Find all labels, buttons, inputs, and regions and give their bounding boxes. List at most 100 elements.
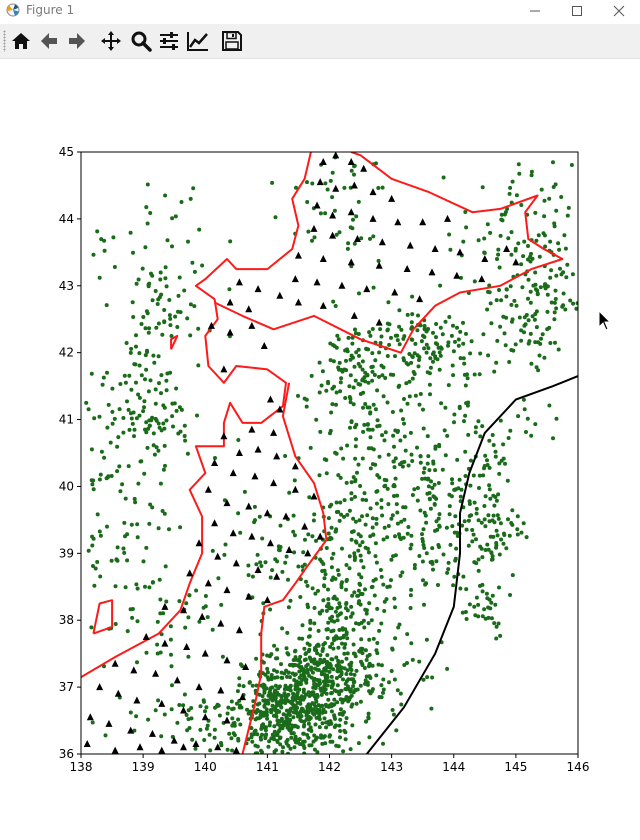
epicenter-point <box>415 445 419 450</box>
edit-axis-button[interactable] <box>186 29 210 53</box>
epicenter-point <box>379 574 384 579</box>
epicenter-point <box>156 354 161 359</box>
epicenter-point <box>226 705 231 710</box>
epicenter-point <box>365 422 370 427</box>
epicenter-point <box>547 325 552 330</box>
epicenter-point <box>336 645 341 650</box>
epicenter-point <box>424 581 429 586</box>
epicenter-point <box>184 601 189 606</box>
figure-canvas[interactable]: 138 139 140 141 142 143 144 145 1463637383940414… <box>0 60 640 840</box>
save-button[interactable] <box>220 29 244 53</box>
window-title: Figure 1 <box>26 3 75 17</box>
x-tick-label: 142 <box>318 760 341 774</box>
epicenter-point <box>370 427 375 432</box>
epicenter-point <box>309 728 314 733</box>
epicenter-point <box>127 427 132 432</box>
zoom-button[interactable] <box>129 29 153 53</box>
epicenter-point <box>202 699 206 704</box>
epicenter-point <box>381 365 386 370</box>
epicenter-point <box>482 504 487 508</box>
epicenter-point <box>375 489 380 494</box>
epicenter-point <box>364 719 368 724</box>
epicenter-point <box>357 599 362 604</box>
toolbar-grip[interactable] <box>3 30 6 52</box>
epicenter-point <box>261 722 266 727</box>
epicenter-point <box>338 367 343 372</box>
epicenter-point <box>292 478 297 483</box>
close-button[interactable] <box>598 0 640 22</box>
epicenter-point <box>554 416 559 421</box>
epicenter-point <box>534 238 539 243</box>
epicenter-point <box>506 517 510 522</box>
station-marker <box>214 552 222 560</box>
epicenter-point <box>331 682 336 686</box>
epicenter-point <box>422 324 427 328</box>
epicenter-point <box>134 416 139 421</box>
station-marker <box>456 248 464 256</box>
epicenter-point <box>440 467 445 472</box>
epicenter-point <box>277 548 282 553</box>
epicenter-point <box>432 502 437 507</box>
epicenter-point <box>453 487 458 492</box>
epicenter-point <box>104 303 109 308</box>
epicenter-point <box>156 421 161 426</box>
epicenter-point <box>258 715 263 720</box>
minimize-button[interactable] <box>514 0 556 22</box>
station-marker <box>294 251 302 259</box>
pan-button[interactable] <box>99 29 123 53</box>
station-marker <box>248 425 256 433</box>
station-marker <box>291 462 299 470</box>
epicenter-point <box>323 572 328 577</box>
home-button[interactable] <box>9 29 33 53</box>
epicenter-point <box>422 326 427 331</box>
epicenter-point <box>331 667 336 672</box>
epicenter-point <box>354 350 359 355</box>
epicenter-point <box>375 651 380 656</box>
epicenter-point <box>329 565 334 570</box>
epicenter-point <box>135 660 139 665</box>
epicenter-point <box>482 464 487 468</box>
epicenter-point <box>121 416 126 420</box>
epicenter-point <box>497 552 502 557</box>
epicenter-point <box>493 495 498 499</box>
epicenter-point <box>370 525 375 530</box>
epicenter-point <box>302 675 307 679</box>
epicenter-point <box>155 619 160 624</box>
epicenter-point <box>170 216 175 221</box>
epicenter-point <box>427 468 432 473</box>
epicenter-point <box>323 675 328 680</box>
epicenter-point <box>286 692 291 697</box>
epicenter-point <box>331 343 335 347</box>
epicenter-point <box>536 233 541 238</box>
epicenter-point <box>304 664 309 669</box>
epicenter-point <box>381 537 386 542</box>
epicenter-point <box>341 633 346 638</box>
epicenter-point <box>464 401 469 406</box>
epicenter-point <box>529 169 534 174</box>
epicenter-point <box>125 532 130 537</box>
epicenter-point <box>329 410 334 415</box>
epicenter-point <box>336 337 341 342</box>
epicenter-point <box>125 629 130 634</box>
maximize-button[interactable] <box>556 0 598 22</box>
epicenter-point <box>358 382 363 387</box>
epicenter-point <box>356 741 361 746</box>
epicenter-point <box>335 606 340 610</box>
epicenter-point <box>425 675 430 680</box>
epicenter-point <box>349 480 354 485</box>
epicenter-point <box>281 700 286 705</box>
epicenter-point <box>98 533 103 538</box>
back-button[interactable] <box>37 29 61 53</box>
epicenter-point <box>334 676 339 680</box>
epicenter-point <box>143 377 147 382</box>
forward-button[interactable] <box>65 29 89 53</box>
subplots-button[interactable] <box>157 29 181 53</box>
epicenter-point <box>329 556 334 561</box>
epicenter-point <box>339 512 344 517</box>
epicenter-point <box>429 706 434 711</box>
epicenter-point <box>320 721 325 726</box>
epicenter-point <box>412 566 417 571</box>
epicenter-point <box>185 451 190 456</box>
epicenter-point <box>463 413 468 418</box>
epicenter-point <box>405 632 410 637</box>
